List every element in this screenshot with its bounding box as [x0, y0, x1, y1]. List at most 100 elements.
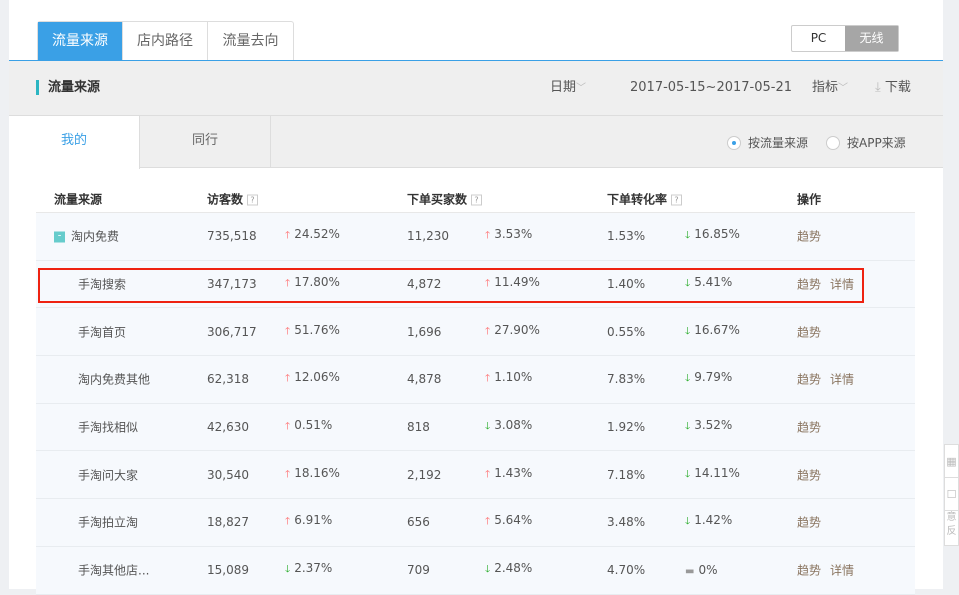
trend-link[interactable]: 趋势 — [797, 420, 822, 435]
date-dropdown[interactable]: 日期﹀ — [550, 80, 586, 97]
chevron-down-icon: ﹀ — [838, 83, 849, 94]
change-value: 24.52% — [294, 227, 340, 242]
change-cell: 🡑 5.64% — [485, 513, 532, 531]
change-cell: 🡑 1.43% — [485, 466, 532, 484]
visitors-cell: 15,089 — [207, 563, 249, 578]
trend-link[interactable]: 趋势 — [797, 515, 822, 530]
arrow-down-icon: 🡓 — [485, 421, 491, 433]
source-label: 手淘其他店... — [78, 563, 150, 578]
square-icon[interactable]: ☐ — [945, 478, 958, 511]
sub-tabs: 我的 同行 按流量来源 按APP来源 — [9, 116, 943, 169]
change-cell: ▬ 0% — [685, 563, 718, 577]
tab-traffic-destination[interactable]: 流量去向 — [222, 33, 279, 49]
source-name: 淘内免费其他 — [78, 371, 150, 388]
conversion-cell: 3.48% — [607, 515, 646, 530]
change-value: 3.08% — [494, 418, 533, 433]
table-row: 手淘其他店... 15,089 🡓 2.37% 709 🡓 2.48% 4.70% … — [36, 546, 915, 595]
buyers-cell: 709 — [407, 563, 430, 578]
change-cell: 🡓 16.67% — [685, 323, 740, 341]
change-cell: 🡑 24.52% — [285, 227, 340, 245]
collapse-icon[interactable]: - — [54, 231, 65, 243]
trend-link[interactable]: 趋势 — [797, 468, 822, 483]
detail-link[interactable]: 详情 — [830, 277, 855, 292]
tab-traffic-source[interactable]: 流量来源 — [38, 22, 123, 61]
detail-link[interactable]: 详情 — [830, 563, 855, 578]
metrics-dropdown[interactable]: 指标﹀ — [812, 80, 848, 97]
arrow-up-icon: 🡑 — [285, 230, 291, 242]
tab-mine[interactable]: 我的 — [9, 116, 140, 169]
visitors-cell: 306,717 — [207, 324, 257, 339]
visitors-cell: 735,518 — [207, 229, 257, 244]
visitors-cell: 30,540 — [207, 467, 249, 482]
change-value: 5.64% — [494, 513, 533, 528]
source-label: 手淘问大家 — [78, 468, 139, 483]
chevron-down-icon: ﹀ — [576, 83, 587, 94]
help-icon[interactable]: ? — [247, 194, 259, 206]
source-name: 手淘首页 — [78, 323, 126, 340]
source-name: 手淘拍立淘 — [78, 514, 138, 531]
change-cell: 🡑 51.76% — [285, 323, 340, 341]
arrow-down-icon: 🡓 — [685, 421, 691, 433]
header-source: 流量来源 — [54, 192, 103, 207]
table-row: 淘内免费其他 62,318 🡑 12.06% 4,878 🡑 1.10% 7.83%… — [36, 356, 915, 404]
header-conversion: 下单转化率? — [607, 191, 683, 208]
header-label: 下单转化率 — [607, 192, 668, 207]
change-value: 2.48% — [494, 561, 533, 576]
flat-icon: ▬ — [685, 566, 695, 578]
help-icon[interactable]: ? — [671, 194, 683, 206]
source-name: - 淘内免费 — [54, 228, 119, 245]
arrow-up-icon: 🡑 — [485, 373, 491, 385]
change-value: 0.51% — [294, 418, 333, 433]
section-title: 流量来源 — [36, 80, 100, 95]
tab-peers[interactable]: 同行 — [140, 116, 271, 168]
radio-unchecked-icon — [826, 135, 840, 150]
main-panel: 流量来源 店内路径 流量去向 PC 无线 流量来源 日期﹀ 2017-05-15… — [9, 0, 943, 595]
visitors-cell: 18,827 — [207, 515, 249, 530]
arrow-up-icon: 🡑 — [285, 468, 291, 480]
buyers-cell: 11,230 — [407, 229, 449, 244]
header-visitors: 访客数? — [207, 191, 259, 208]
feedback-link[interactable]: 意反 — [946, 512, 957, 537]
change-value: 2.37% — [294, 561, 333, 576]
visitors-cell: 347,173 — [207, 277, 257, 292]
header-label: 访客数 — [207, 192, 244, 207]
trend-link[interactable]: 趋势 — [797, 277, 822, 292]
download-icon: ⤓ — [875, 80, 881, 95]
source-name: 手淘问大家 — [78, 466, 138, 483]
arrow-down-icon: 🡓 — [685, 516, 691, 528]
detail-link[interactable]: 详情 — [830, 372, 855, 387]
pc-button[interactable]: PC — [810, 31, 827, 45]
qrcode-icon[interactable]: ▦ — [945, 445, 958, 478]
trend-link[interactable]: 趋势 — [797, 372, 822, 387]
help-icon[interactable]: ? — [471, 194, 483, 206]
change-value: 51.76% — [294, 322, 340, 337]
arrow-down-icon: 🡓 — [685, 230, 691, 242]
change-value: 1.43% — [494, 465, 533, 480]
change-value: 5.41% — [694, 275, 733, 290]
top-tabs: 流量来源 店内路径 流量去向 — [37, 21, 294, 61]
radio-by-source[interactable]: 按流量来源 — [727, 134, 808, 151]
change-cell: 🡓 16.85% — [685, 227, 740, 245]
change-cell: 🡑 11.49% — [485, 275, 540, 293]
change-cell: 🡓 1.42% — [685, 513, 732, 531]
arrow-up-icon: 🡑 — [285, 421, 291, 433]
trend-link[interactable]: 趋势 — [797, 229, 822, 244]
radio-by-app[interactable]: 按APP来源 — [826, 134, 906, 151]
change-cell: 🡑 27.90% — [485, 323, 540, 341]
trend-link[interactable]: 趋势 — [797, 563, 822, 578]
tab-store-path[interactable]: 店内路径 — [123, 22, 208, 61]
radio-label: 按流量来源 — [748, 136, 809, 150]
download-button[interactable]: ⤓ 下载 — [875, 80, 911, 96]
visitors-cell: 42,630 — [207, 420, 249, 435]
header-buyers: 下单买家数? — [407, 191, 483, 208]
change-value: 18.16% — [294, 465, 340, 480]
change-cell: 🡓 9.79% — [685, 370, 732, 388]
trend-link[interactable]: 趋势 — [797, 325, 822, 340]
arrow-up-icon: 🡑 — [485, 278, 491, 290]
conversion-cell: 7.83% — [607, 372, 646, 387]
table-row: 手淘拍立淘 18,827 🡑 6.91% 656 🡑 5.64% 3.48% 🡓 1.… — [36, 499, 915, 547]
arrow-up-icon: 🡑 — [285, 373, 291, 385]
source-label: 手淘找相似 — [78, 420, 139, 435]
wireless-button[interactable]: 无线 — [845, 26, 898, 51]
conversion-cell: 7.18% — [607, 467, 646, 482]
